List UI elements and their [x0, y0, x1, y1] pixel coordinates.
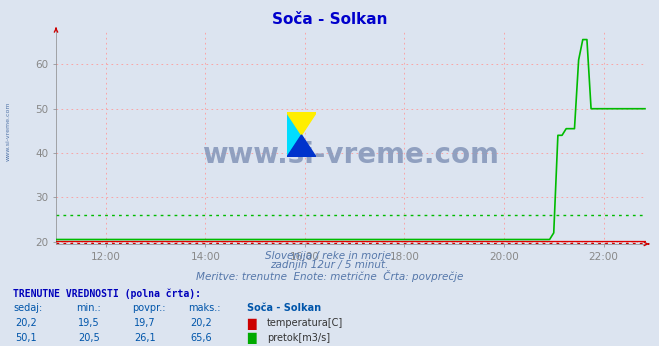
Text: temperatura[C]: temperatura[C] — [267, 318, 343, 328]
Text: 65,6: 65,6 — [190, 333, 212, 343]
Text: 50,1: 50,1 — [16, 333, 37, 343]
Text: 19,7: 19,7 — [134, 318, 156, 328]
Text: 26,1: 26,1 — [134, 333, 156, 343]
Text: www.si-vreme.com: www.si-vreme.com — [202, 140, 500, 169]
Text: www.si-vreme.com: www.si-vreme.com — [5, 102, 11, 161]
Text: 20,2: 20,2 — [190, 318, 212, 328]
Polygon shape — [287, 112, 316, 135]
Text: 19,5: 19,5 — [78, 318, 100, 328]
Text: 20,5: 20,5 — [78, 333, 100, 343]
Text: min.:: min.: — [76, 303, 101, 313]
Text: maks.:: maks.: — [188, 303, 220, 313]
Text: █: █ — [247, 318, 256, 329]
Text: Soča - Solkan: Soča - Solkan — [247, 303, 321, 313]
Text: Slovenija / reke in morje.: Slovenija / reke in morje. — [265, 251, 394, 261]
Polygon shape — [287, 135, 316, 157]
Text: Soča - Solkan: Soča - Solkan — [272, 12, 387, 27]
Text: zadnjih 12ur / 5 minut.: zadnjih 12ur / 5 minut. — [270, 260, 389, 270]
Polygon shape — [287, 112, 302, 157]
Text: povpr.:: povpr.: — [132, 303, 165, 313]
Text: sedaj:: sedaj: — [13, 303, 42, 313]
Text: pretok[m3/s]: pretok[m3/s] — [267, 333, 330, 343]
Text: Meritve: trenutne  Enote: metrične  Črta: povprečje: Meritve: trenutne Enote: metrične Črta: … — [196, 270, 463, 282]
Text: █: █ — [247, 333, 256, 344]
Text: 20,2: 20,2 — [15, 318, 38, 328]
Text: TRENUTNE VREDNOSTI (polna črta):: TRENUTNE VREDNOSTI (polna črta): — [13, 289, 201, 299]
